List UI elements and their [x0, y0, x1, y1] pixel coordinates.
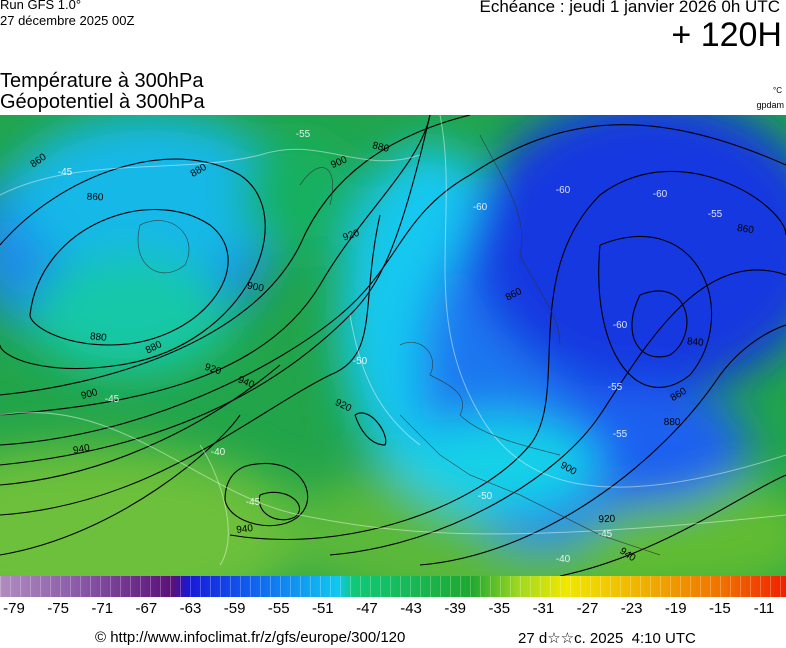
run-date: 27 décembre 2025 00Z	[0, 13, 135, 28]
temperature-label: -40	[556, 554, 571, 565]
unit-geopotential: gpdam	[756, 100, 784, 110]
temperature-label: -50	[353, 356, 368, 367]
colorbar-label: -63	[179, 600, 202, 617]
temperature-label: -40	[211, 447, 226, 458]
geopotential-label: 900	[246, 281, 265, 295]
colorbar-label: -43	[400, 600, 422, 617]
map: 8608608808808809009008809209209009409409…	[0, 115, 786, 576]
geopotential-label: 880	[664, 417, 681, 428]
credit: © http://www.infoclimat.fr/z/gfs/europe/…	[95, 629, 406, 646]
temperature-label: -60	[556, 185, 571, 196]
colorbar-label: -15	[709, 600, 731, 617]
temperature-label: -45	[598, 529, 613, 540]
colorbar-label: -79	[3, 600, 25, 617]
colorbar-label: -67	[135, 600, 158, 617]
temperature-label: -55	[613, 429, 628, 440]
temperature-label: -60	[473, 202, 488, 213]
lead-time: + 120H	[671, 16, 782, 54]
colorbar-label: -39	[444, 600, 467, 617]
geopotential-label: 920	[342, 228, 362, 244]
colorbar-label: -31	[532, 600, 555, 617]
geopotential-label: 880	[371, 140, 390, 155]
geopotential-label: 920	[203, 362, 223, 378]
temperature-label: -60	[613, 320, 628, 331]
colorbar-label: -75	[47, 600, 69, 617]
timestamp: 27 d☆☆c. 2025 4:10 UTC	[518, 630, 696, 647]
colorbar-label: -11	[753, 600, 775, 617]
geopotential-label: 860	[736, 223, 755, 237]
geopotential-label: 940	[236, 523, 254, 536]
temperature-label: -55	[708, 209, 723, 220]
field-temperature: Température à 300hPa	[0, 70, 204, 92]
temperature-label: -45	[58, 167, 73, 178]
colorbar-label: -51	[311, 600, 334, 617]
geopotential-label: 860	[87, 192, 104, 204]
colorbar-label: -59	[223, 600, 246, 617]
temperature-label: -45	[246, 497, 261, 508]
valid-time: Echéance : jeudi 1 janvier 2026 0h UTC	[479, 0, 780, 16]
temperature-label: -45	[105, 394, 120, 405]
colorbar-label: -19	[664, 600, 687, 617]
colorbar-label: -47	[356, 600, 378, 617]
geopotential-label: 940	[72, 442, 91, 456]
temperature-label: -55	[608, 382, 623, 393]
unit-temperature: °C	[773, 86, 782, 95]
field-geopotential: Géopotentiel à 300hPa	[0, 91, 205, 113]
geopotential-label: 840	[686, 336, 704, 348]
geopotential-label: 900	[80, 387, 99, 402]
colorbar-label: -55	[267, 600, 290, 617]
colorbar-label: -35	[488, 600, 511, 617]
temperature-label: -50	[478, 491, 493, 502]
temperature-label: -55	[296, 129, 311, 140]
geopotential-label: 920	[598, 514, 616, 526]
colorbar-label: -23	[620, 600, 643, 617]
colorbar-label: -71	[91, 600, 114, 617]
run: Run GFS 1.0°	[0, 0, 82, 12]
colorbar	[0, 576, 786, 597]
geopotential-label: 880	[89, 331, 107, 344]
colorbar-label: -27	[576, 600, 599, 617]
temperature-label: -60	[653, 189, 668, 200]
